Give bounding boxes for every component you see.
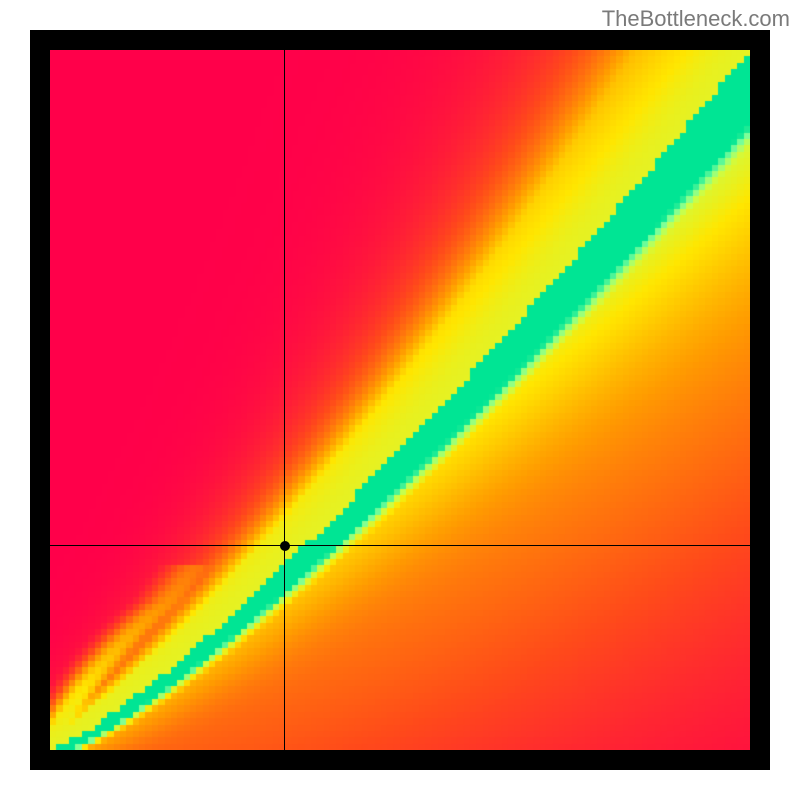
chart-outer-frame	[30, 30, 770, 770]
watermark-text: TheBottleneck.com	[602, 6, 790, 32]
crosshair-vertical	[284, 50, 285, 750]
heatmap-canvas	[50, 50, 750, 750]
crosshair-marker	[280, 541, 290, 551]
heatmap-plot	[50, 50, 750, 750]
crosshair-horizontal	[50, 545, 750, 546]
